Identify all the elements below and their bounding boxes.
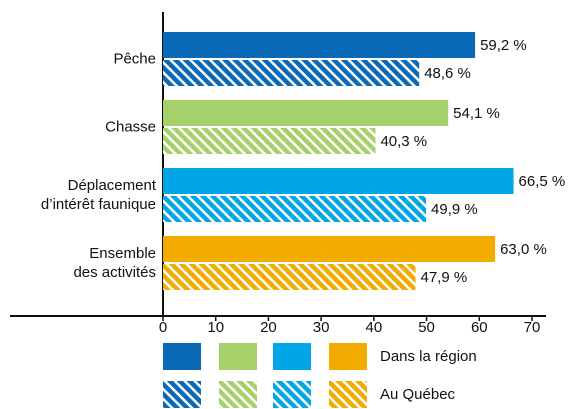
bar [163, 196, 427, 222]
bar [163, 60, 420, 86]
legend-swatch [329, 381, 367, 408]
bar [163, 264, 416, 290]
category-label: Pêche [113, 50, 156, 68]
legend-label: Dans la région [380, 348, 477, 365]
bar [163, 32, 476, 58]
bar [163, 168, 514, 194]
value-label: 49,9 % [431, 201, 478, 218]
x-tick-label: 10 [207, 319, 224, 336]
value-label: 63,0 % [500, 241, 547, 258]
x-tick-label: 70 [524, 319, 541, 336]
x-tick-label: 0 [159, 319, 167, 336]
value-label: 47,9 % [421, 269, 468, 286]
value-label: 59,2 % [480, 37, 527, 54]
x-tick-label: 40 [366, 319, 383, 336]
x-tick-label: 60 [471, 319, 488, 336]
legend-label: Au Québec [380, 386, 456, 403]
legend-swatch [163, 343, 201, 370]
value-label: 48,6 % [424, 65, 471, 82]
value-label: 66,5 % [519, 173, 566, 190]
x-tick-label: 20 [260, 319, 277, 336]
x-tick-label: 30 [313, 319, 330, 336]
legend-swatch [219, 381, 257, 408]
legend-swatch [219, 343, 257, 370]
bar [163, 100, 449, 126]
bar [163, 236, 496, 262]
value-label: 40,3 % [380, 133, 427, 150]
category-label: Déplacement d’intérêt faunique [40, 177, 156, 213]
legend-swatch [273, 381, 311, 408]
bar [163, 128, 376, 154]
legend-swatch [329, 343, 367, 370]
legend-swatch [273, 343, 311, 370]
category-label: Ensemble des activités [73, 245, 156, 281]
legend-swatch [163, 381, 201, 408]
category-label: Chasse [105, 118, 156, 136]
x-tick-label: 50 [418, 319, 435, 336]
value-label: 54,1 % [453, 105, 500, 122]
